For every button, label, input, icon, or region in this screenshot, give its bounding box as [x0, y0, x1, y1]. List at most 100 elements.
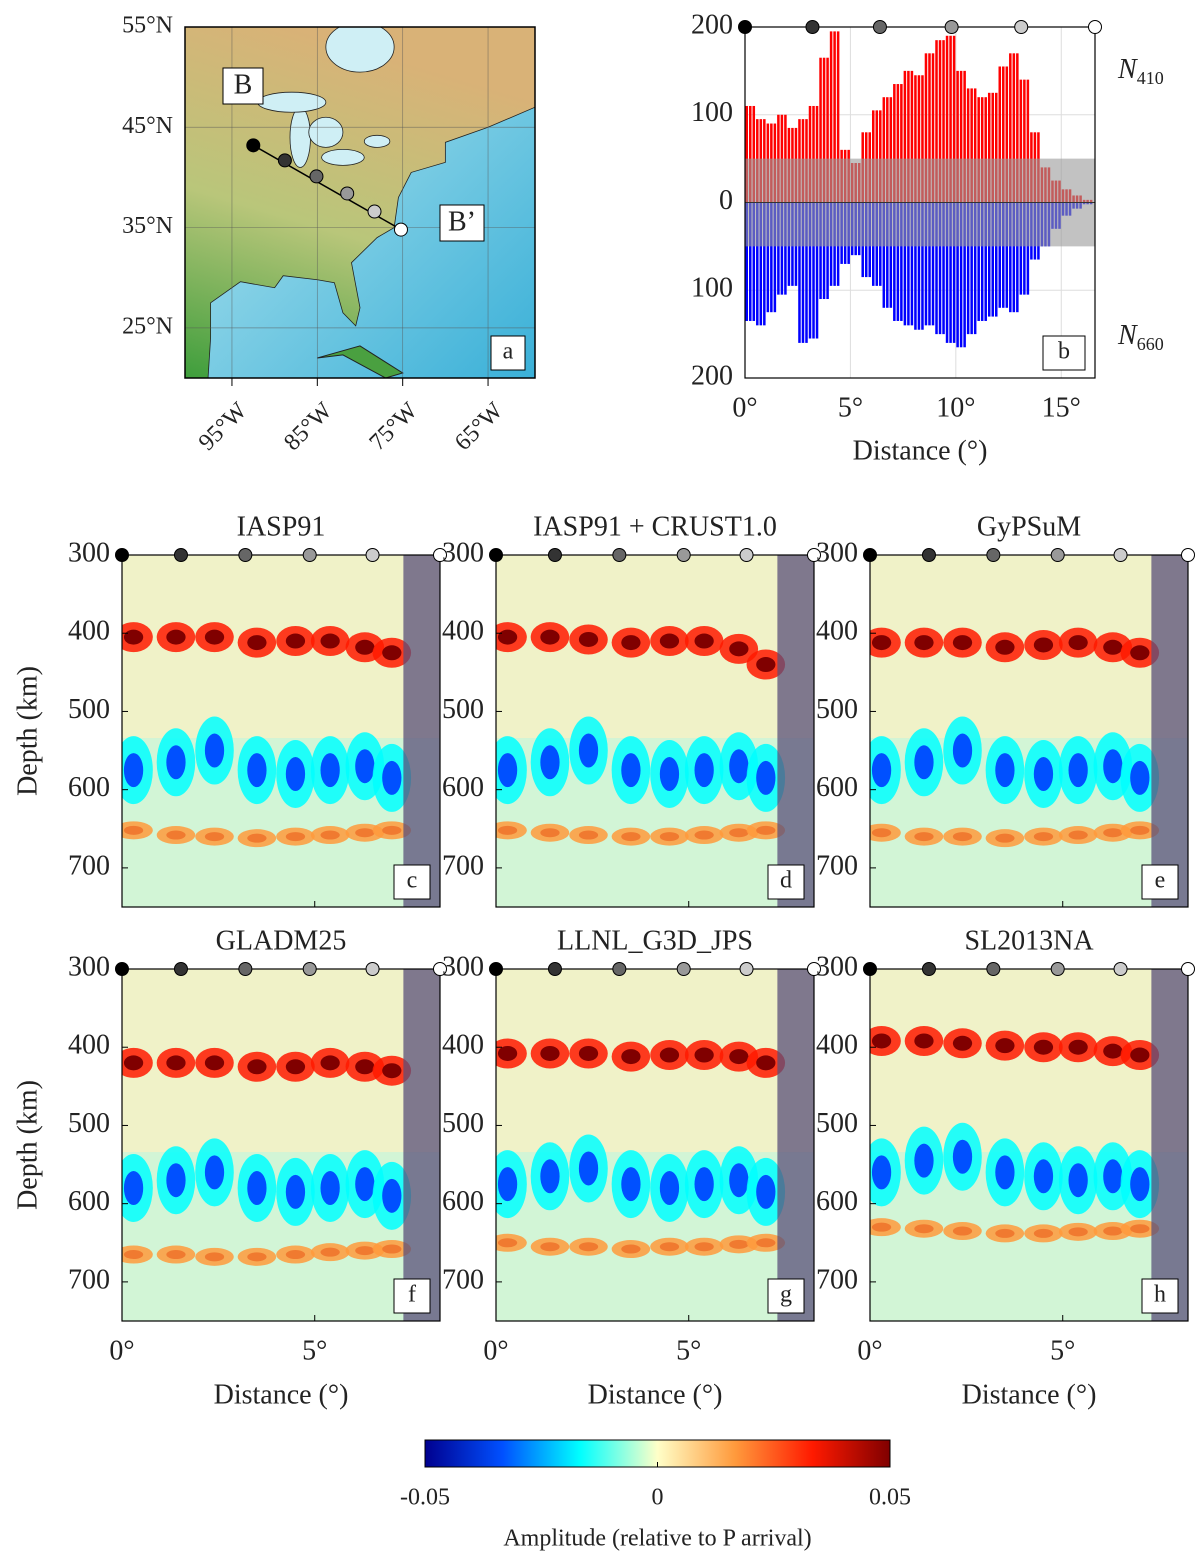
histogram-bar — [752, 202, 756, 321]
histogram-bar — [963, 70, 966, 203]
histogram-bar — [945, 202, 949, 343]
amplitude-core — [995, 1228, 1015, 1238]
amplitude-core — [166, 745, 186, 780]
histogram-bar — [973, 88, 977, 203]
frame — [744, 26, 1096, 379]
y-tick-label: 400 — [442, 616, 484, 647]
amplitude-core — [578, 830, 599, 840]
profile-marker — [547, 548, 562, 562]
histogram-bar — [889, 202, 893, 308]
histogram-bar — [815, 105, 819, 203]
histogram-bar — [903, 70, 907, 203]
profile-marker — [739, 548, 754, 562]
profile-marker — [863, 962, 877, 976]
profile-marker — [302, 962, 317, 976]
y-tick-label: 600 — [816, 772, 858, 803]
histogram-bar — [1019, 79, 1023, 203]
series-label-sub: 410 — [1137, 68, 1164, 88]
amplitude-core — [952, 1035, 973, 1051]
colorbar-label: Amplitude (relative to P arrival) — [503, 1526, 811, 1551]
histogram-bar — [966, 88, 970, 203]
frame — [869, 968, 1189, 1322]
amplitude-core — [285, 1059, 306, 1075]
amplitude-core — [1033, 637, 1054, 653]
histogram-bar — [826, 202, 829, 300]
amplitude-core — [540, 1242, 560, 1252]
x-tick-label: 95°W — [194, 398, 252, 456]
histogram-bar — [749, 202, 752, 321]
panel-label-text: f — [408, 1282, 416, 1308]
histogram-bar — [924, 53, 928, 203]
histogram-bar — [917, 75, 921, 203]
amplitude-core — [247, 1171, 267, 1206]
histogram-bar — [836, 31, 840, 203]
amplitude-core — [123, 1055, 144, 1071]
histogram-bar — [777, 202, 780, 295]
histogram-bar — [833, 31, 836, 203]
panel-label-text: c — [407, 868, 418, 894]
panel-label-box — [393, 1278, 431, 1314]
panel-label-text: b — [1058, 339, 1070, 365]
histogram-bar — [991, 202, 994, 317]
amplitude-core — [914, 1224, 934, 1234]
amplitude-core — [578, 1242, 599, 1252]
masked-region — [403, 969, 440, 1321]
y-tick-label: 600 — [816, 1186, 858, 1217]
series-label-main: N — [1117, 320, 1138, 351]
panel-label-text: e — [1155, 868, 1166, 894]
panel-label: g — [767, 1278, 805, 1314]
amplitude-core — [247, 635, 267, 651]
amplitude-core — [166, 629, 186, 645]
amplitude-core — [166, 1055, 186, 1071]
masked-region — [1151, 555, 1188, 907]
amplitude-core — [1103, 1226, 1123, 1236]
amplitude-core — [756, 760, 776, 795]
histogram-bar — [896, 202, 900, 321]
panel-title: SL2013NA — [964, 925, 1094, 956]
histogram-bar — [745, 202, 749, 321]
amplitude-core — [694, 830, 714, 840]
amplitude-core — [1103, 639, 1123, 655]
lake — [325, 27, 395, 73]
amplitude-core — [756, 1238, 776, 1248]
amplitude-core — [756, 825, 776, 835]
amplitude-core — [1103, 1159, 1123, 1194]
amplitude-core — [871, 1155, 892, 1190]
histogram-bar — [886, 202, 889, 308]
histogram-bar — [1016, 53, 1019, 203]
amplitude-core — [578, 1151, 599, 1186]
amplitude-core — [355, 1059, 375, 1075]
amplitude-core — [497, 629, 518, 645]
histogram-bar — [970, 202, 973, 335]
histogram-bar — [977, 97, 980, 203]
amplitude-core — [123, 1250, 144, 1260]
amplitude-core — [995, 1038, 1015, 1054]
y-tick-label: 500 — [68, 694, 110, 725]
amplitude-core — [1130, 760, 1150, 795]
amplitude-core — [285, 832, 306, 842]
amplitude-core — [1033, 1228, 1054, 1238]
amplitude-core — [204, 1155, 225, 1190]
histogram-bar — [987, 92, 991, 203]
histogram-bar — [963, 202, 966, 348]
histogram-bar — [893, 84, 896, 203]
y-tick-label: 400 — [442, 1030, 484, 1061]
amplitude-core — [540, 745, 560, 780]
profile-marker — [612, 548, 627, 562]
x-tick-label: 5° — [1050, 1335, 1075, 1366]
frame — [121, 968, 441, 1322]
histogram-bar — [812, 105, 815, 203]
amplitude-core — [621, 753, 641, 788]
y-tick-label: 300 — [68, 537, 110, 568]
amplitude-core — [382, 1244, 402, 1254]
amplitude-core — [621, 832, 641, 842]
amplitude-core — [995, 639, 1015, 655]
y-tick-label: 700 — [442, 1264, 484, 1295]
histogram-bar — [987, 202, 991, 317]
y-tick-label: 0 — [719, 185, 733, 216]
panel-label: a — [490, 335, 526, 371]
histogram-bar — [1012, 53, 1016, 203]
amplitude-core — [659, 832, 680, 842]
panel-title: GLADM25 — [216, 925, 347, 956]
y-tick-label: 400 — [816, 616, 858, 647]
